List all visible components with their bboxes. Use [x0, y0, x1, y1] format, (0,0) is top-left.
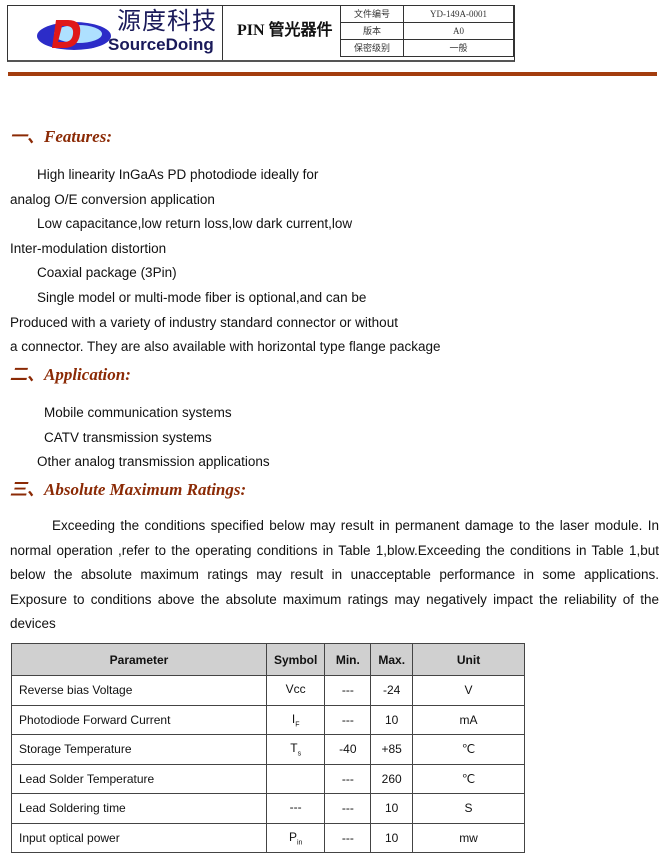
feature-line: Inter-modulation distortion — [10, 241, 167, 256]
table-header-row: Parameter Symbol Min. Max. Unit — [11, 643, 526, 676]
cell-symbol: IF — [265, 704, 326, 735]
cell-max: 10 — [370, 704, 414, 735]
feature-line: Low capacitance,low return loss,low dark… — [37, 216, 353, 231]
meta-label: 保密级别 — [340, 39, 404, 57]
cell-min: -40 — [324, 734, 372, 765]
cell-parameter: Lead Soldering time — [11, 793, 267, 824]
feature-line: analog O/E conversion application — [10, 192, 215, 207]
cell-unit: S — [412, 793, 526, 824]
table-row: Reverse bias Voltage Vcc --- -24 V — [11, 675, 526, 706]
cell-min: --- — [324, 793, 372, 824]
cell-min: --- — [324, 675, 372, 706]
symbol-subscript: in — [296, 838, 303, 846]
cell-max: 260 — [370, 763, 414, 794]
symbol-text: --- — [289, 800, 302, 815]
cell-unit: V — [412, 675, 526, 706]
cell-unit: mA — [412, 704, 526, 735]
cell-min: --- — [324, 763, 372, 794]
header-rule — [8, 72, 657, 76]
feature-line: Single model or multi-mode fiber is opti… — [37, 290, 367, 305]
cell-max: 10 — [370, 822, 414, 853]
cell-parameter: Storage Temperature — [11, 734, 267, 765]
feature-line: High linearity InGaAs PD photodiode idea… — [37, 167, 319, 182]
logo-chinese: 源度科技 — [117, 7, 217, 35]
symbol-text: I — [291, 711, 296, 726]
symbol-text: Vcc — [285, 682, 306, 697]
document-title: PIN 管光器件 — [237, 22, 333, 39]
column-header: Parameter — [11, 643, 267, 676]
column-header: Min. — [324, 643, 372, 676]
feature-line: a connector. They are also available wit… — [10, 339, 441, 354]
cell-min: --- — [324, 822, 372, 853]
features-heading: 一、Features: — [10, 127, 112, 146]
cell-unit: ℃ — [412, 763, 526, 794]
cell-max: +85 — [370, 734, 414, 765]
table-row: Input optical power Pin --- 10 mw — [11, 822, 526, 853]
cell-unit: ℃ — [412, 734, 526, 765]
cell-symbol: --- — [265, 793, 326, 824]
application-heading: 二、Application: — [10, 365, 131, 384]
column-header: Unit — [412, 643, 526, 676]
cell-symbol — [265, 763, 326, 794]
document-meta-table: 文件编号 YD-149A-0001 版本 A0 保密级别 一般 — [340, 5, 514, 57]
ratings-paragraph: Exceeding the conditions specified below… — [10, 518, 659, 631]
application-line: CATV transmission systems — [44, 430, 212, 445]
cell-max: -24 — [370, 675, 414, 706]
column-header: Symbol — [265, 643, 326, 676]
meta-value: 一般 — [403, 39, 514, 57]
document-header — [7, 5, 515, 62]
feature-line: Produced with a variety of industry stan… — [10, 315, 398, 330]
meta-value: YD-149A-0001 — [403, 5, 514, 23]
cell-parameter: Input optical power — [11, 822, 267, 853]
cell-unit: mw — [412, 822, 526, 853]
logo-icon — [37, 20, 111, 50]
cell-max: 10 — [370, 793, 414, 824]
symbol-subscript: s — [297, 750, 302, 758]
cell-symbol: Vcc — [265, 675, 326, 706]
table-row: Lead Solder Temperature --- 260 ℃ — [11, 763, 526, 794]
meta-label: 版本 — [340, 22, 404, 40]
cell-parameter: Photodiode Forward Current — [11, 704, 267, 735]
table-row: Lead Soldering time --- --- 10 S — [11, 793, 526, 824]
symbol-text: P — [288, 829, 297, 844]
cell-min: --- — [324, 704, 372, 735]
feature-line: Coaxial package (3Pin) — [37, 265, 177, 280]
cell-symbol: Ts — [265, 734, 326, 765]
cell-parameter: Reverse bias Voltage — [11, 675, 267, 706]
table-row: Storage Temperature Ts -40 +85 ℃ — [11, 734, 526, 765]
logo-english: SourceDoing — [108, 35, 214, 54]
application-line: Other analog transmission applications — [37, 454, 270, 469]
meta-label: 文件编号 — [340, 5, 404, 23]
table-row: Photodiode Forward Current IF --- 10 mA — [11, 704, 526, 735]
column-header: Max. — [370, 643, 414, 676]
symbol-subscript: F — [295, 720, 300, 728]
absolute-max-ratings-table: Parameter Symbol Min. Max. Unit Reverse … — [11, 643, 526, 853]
application-line: Mobile communication systems — [44, 405, 232, 420]
divider — [222, 6, 223, 60]
ratings-heading: 三、Absolute Maximum Ratings: — [10, 480, 247, 499]
meta-value: A0 — [403, 22, 514, 40]
cell-symbol: Pin — [265, 822, 326, 853]
cell-parameter: Lead Solder Temperature — [11, 763, 267, 794]
symbol-text: T — [290, 741, 298, 756]
